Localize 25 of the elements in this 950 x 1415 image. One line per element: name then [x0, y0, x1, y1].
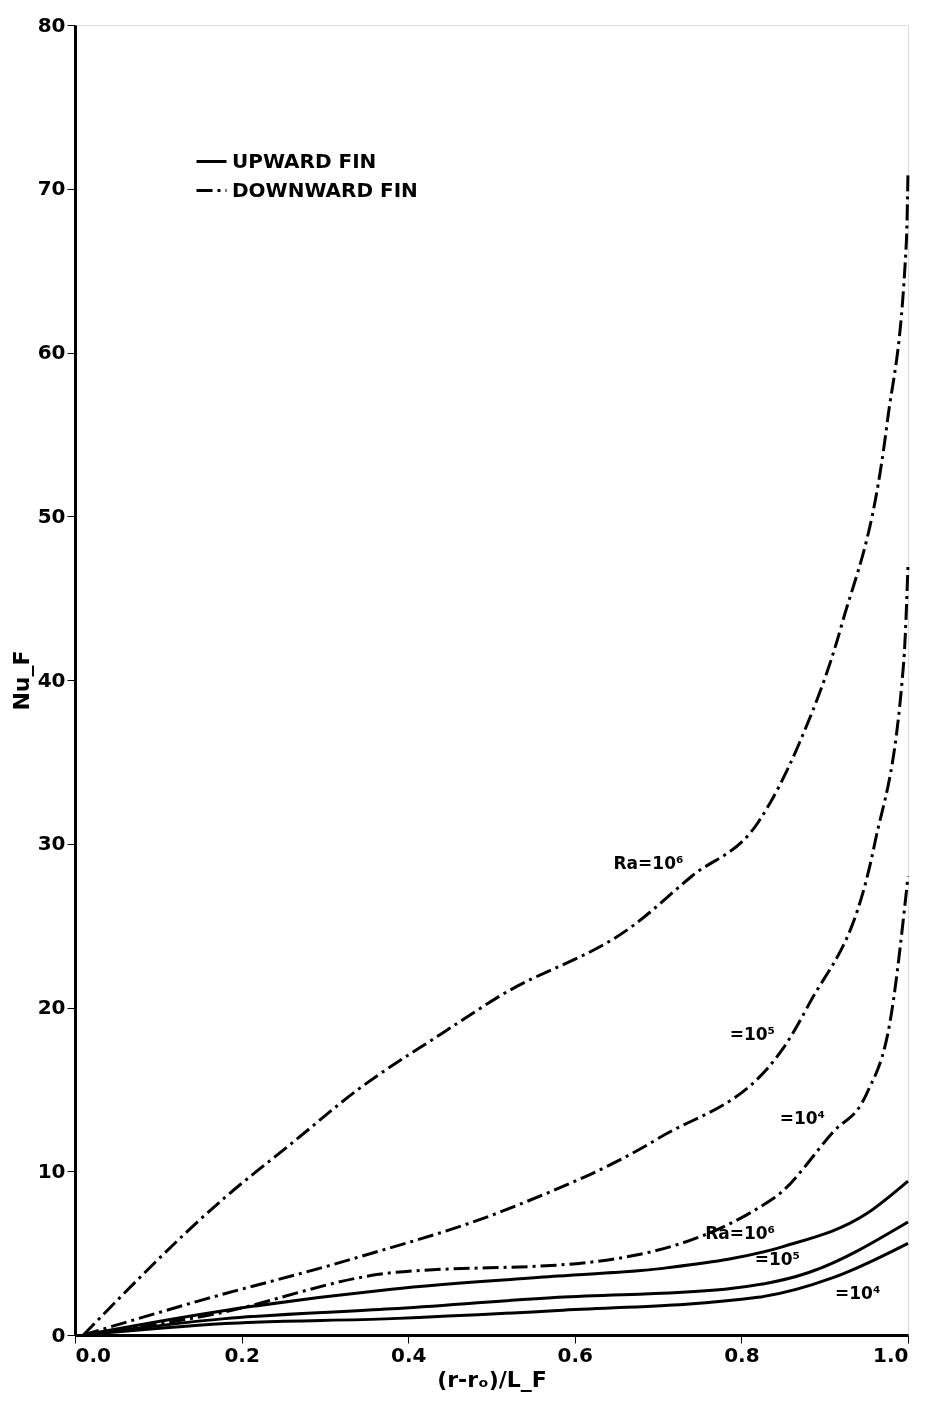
y-tick-label: 10	[37, 1158, 66, 1183]
y-tick-label: 20	[37, 995, 66, 1019]
y-tick-label: 40	[37, 667, 66, 692]
y-tick-label: 60	[37, 340, 66, 364]
x-tick-label: 0.8	[724, 1342, 760, 1367]
annotation: =10⁴	[835, 1282, 881, 1303]
annotation: =10⁵	[729, 1024, 776, 1045]
annotation: Ra=10⁶	[613, 852, 684, 873]
legend-label: DOWNWARD FIN	[232, 177, 418, 202]
y-tick-label: 70	[37, 176, 66, 201]
legend-label: UPWARD FIN	[232, 148, 377, 173]
x-tick-label: 0.2	[224, 1342, 260, 1367]
y-tick-label: 30	[37, 831, 66, 856]
y-axis-title: Nu_F	[8, 650, 34, 711]
annotation: Ra=10⁶	[705, 1222, 776, 1243]
x-tick-label: 0.0	[75, 1342, 111, 1367]
y-tick-label: 80	[37, 12, 66, 37]
annotation: =10⁵	[754, 1248, 801, 1269]
annotation: =10⁴	[779, 1107, 826, 1128]
x-tick-label: 0.4	[390, 1342, 427, 1367]
y-tick-label: 0	[51, 1322, 66, 1347]
x-axis-title: (r-rₒ)/L_F	[437, 1366, 547, 1392]
x-tick-label: 0.6	[557, 1342, 594, 1367]
y-tick-label: 50	[37, 503, 66, 528]
x-tick-label: 1.0	[873, 1342, 909, 1367]
